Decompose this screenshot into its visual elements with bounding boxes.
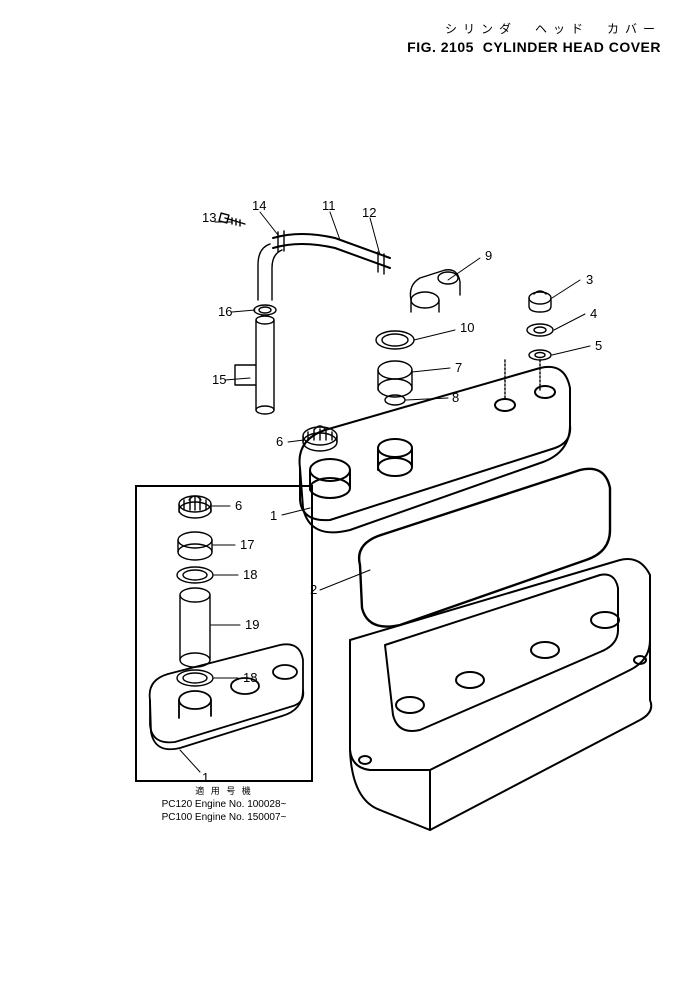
gasket	[359, 469, 610, 627]
callout-4: 4	[590, 306, 597, 321]
callout-18-bot: 18	[243, 670, 257, 685]
footer-line2: PC100 Engine No. 150007~	[135, 811, 313, 824]
callout-1-main: 1	[270, 508, 277, 523]
callout-1-inset: 1	[202, 770, 209, 785]
breather-stack	[376, 331, 414, 405]
oil-filler-cap	[303, 426, 337, 451]
callout-19: 19	[245, 617, 259, 632]
callout-5: 5	[595, 338, 602, 353]
callout-10: 10	[460, 320, 474, 335]
callout-15: 15	[212, 372, 226, 387]
inset-frame	[135, 485, 313, 782]
exploded-diagram	[0, 0, 681, 990]
callout-16: 16	[218, 304, 232, 319]
cylinder-head-base	[350, 559, 651, 830]
footer-jp: 適 用 号 機	[135, 786, 313, 798]
callout-12: 12	[362, 205, 376, 220]
callout-2: 2	[310, 582, 317, 597]
breather-elbow	[410, 270, 460, 312]
inset-footer: 適 用 号 機 PC120 Engine No. 100028~ PC100 E…	[135, 786, 313, 824]
cap-hardware	[505, 291, 553, 400]
callout-13: 13	[202, 210, 216, 225]
callout-3: 3	[586, 272, 593, 287]
breather-hose	[273, 231, 390, 274]
callout-6-main: 6	[276, 434, 283, 449]
callout-14: 14	[252, 198, 266, 213]
callout-18-top: 18	[243, 567, 257, 582]
callout-9: 9	[485, 248, 492, 263]
callout-7: 7	[455, 360, 462, 375]
callout-17: 17	[240, 537, 254, 552]
footer-line1: PC120 Engine No. 100028~	[135, 798, 313, 811]
head-cover	[300, 367, 571, 533]
down-pipe	[235, 244, 282, 414]
callout-6-inset: 6	[235, 498, 242, 513]
bolt-13	[219, 213, 245, 226]
callout-8: 8	[452, 390, 459, 405]
callout-11: 11	[322, 198, 336, 213]
